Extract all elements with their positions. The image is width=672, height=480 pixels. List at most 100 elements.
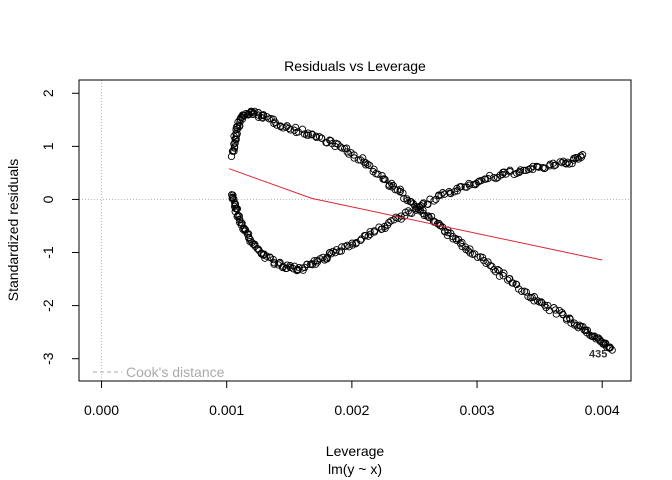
data-point	[534, 297, 542, 305]
y-axis: -3 -2 -1 0 1 2	[40, 89, 80, 365]
data-point	[231, 200, 240, 208]
data-point	[381, 175, 389, 184]
reference-lines	[79, 80, 631, 381]
data-point	[362, 159, 370, 167]
data-point	[506, 166, 514, 174]
data-point	[390, 216, 398, 224]
data-point	[403, 196, 411, 205]
data-point	[516, 166, 525, 174]
plot-box	[78, 79, 632, 382]
data-point	[230, 143, 239, 151]
cooks-distance-legend: Cook's distance	[93, 364, 225, 380]
data-point	[569, 156, 578, 164]
data-point	[350, 154, 358, 162]
data-point	[486, 171, 494, 180]
data-point	[490, 266, 498, 274]
data-point	[343, 241, 351, 250]
data-point	[522, 288, 530, 296]
smooth-line-path	[229, 168, 603, 261]
smooth-line	[229, 168, 603, 261]
data-point	[583, 326, 592, 334]
data-point	[447, 189, 455, 198]
data-point	[401, 212, 409, 220]
data-point	[328, 140, 336, 148]
data-point	[453, 187, 461, 195]
data-point	[491, 268, 500, 276]
point-labels: 435	[589, 348, 607, 360]
data-point	[575, 321, 584, 329]
data-point	[345, 150, 353, 158]
data-point	[338, 243, 346, 251]
data-point	[370, 227, 378, 235]
data-point	[251, 107, 259, 116]
x-tick-label: 0.003	[460, 402, 495, 418]
data-point	[234, 211, 242, 219]
data-point	[530, 297, 538, 305]
data-point	[559, 310, 567, 319]
data-point	[361, 232, 370, 240]
data-point	[550, 162, 558, 170]
data-point	[258, 111, 266, 120]
data-point	[366, 228, 374, 236]
x-tick-label: 0.001	[209, 402, 244, 418]
data-point	[304, 131, 312, 139]
data-point	[240, 224, 248, 232]
data-point	[273, 121, 281, 129]
data-point	[457, 183, 465, 191]
data-point	[308, 131, 316, 139]
x-tick-label: 0.004	[585, 402, 620, 418]
data-point	[399, 189, 407, 197]
data-point	[566, 315, 574, 323]
y-tick-label: 1	[40, 142, 56, 150]
data-point	[278, 263, 287, 272]
data-point	[240, 111, 249, 120]
data-point	[356, 236, 365, 245]
data-point	[279, 124, 287, 132]
data-point	[334, 140, 342, 148]
data-point	[279, 262, 287, 271]
y-tick-label: -2	[40, 299, 56, 312]
y-tick-label: 2	[40, 89, 56, 97]
data-point	[541, 164, 549, 172]
data-point	[482, 259, 490, 267]
data-point	[444, 229, 452, 237]
data-point	[474, 253, 482, 262]
data-point	[437, 191, 445, 199]
x-axis-label: Leverage	[326, 443, 385, 459]
data-point	[520, 166, 528, 175]
data-point	[407, 197, 415, 206]
data-point	[343, 148, 351, 156]
data-point	[389, 182, 398, 190]
data-point	[486, 261, 494, 270]
data-point	[509, 279, 517, 287]
y-axis-label: Standardized residuals	[5, 159, 21, 301]
data-point	[315, 133, 324, 141]
data-point	[558, 159, 566, 167]
data-point	[449, 235, 457, 243]
data-point	[312, 133, 321, 142]
data-point	[577, 152, 585, 160]
data-point	[502, 170, 510, 178]
data-point	[494, 265, 502, 274]
data-point	[370, 165, 378, 173]
data-point	[238, 115, 246, 123]
data-points	[227, 107, 616, 354]
data-point	[567, 319, 575, 327]
data-point	[499, 272, 507, 280]
data-point	[512, 280, 521, 289]
data-point	[298, 125, 307, 133]
chart-title: Residuals vs Leverage	[284, 58, 426, 74]
data-point	[263, 113, 271, 121]
data-point	[245, 233, 253, 242]
legend-label: Cook's distance	[126, 364, 225, 380]
data-point	[419, 200, 427, 208]
data-point	[608, 346, 616, 354]
plot-area: Cook's distance 435	[78, 79, 632, 382]
data-point	[338, 144, 346, 152]
data-point	[326, 248, 334, 257]
data-point	[229, 191, 237, 199]
data-point	[430, 197, 438, 205]
data-point	[303, 260, 311, 268]
data-point	[230, 195, 238, 203]
